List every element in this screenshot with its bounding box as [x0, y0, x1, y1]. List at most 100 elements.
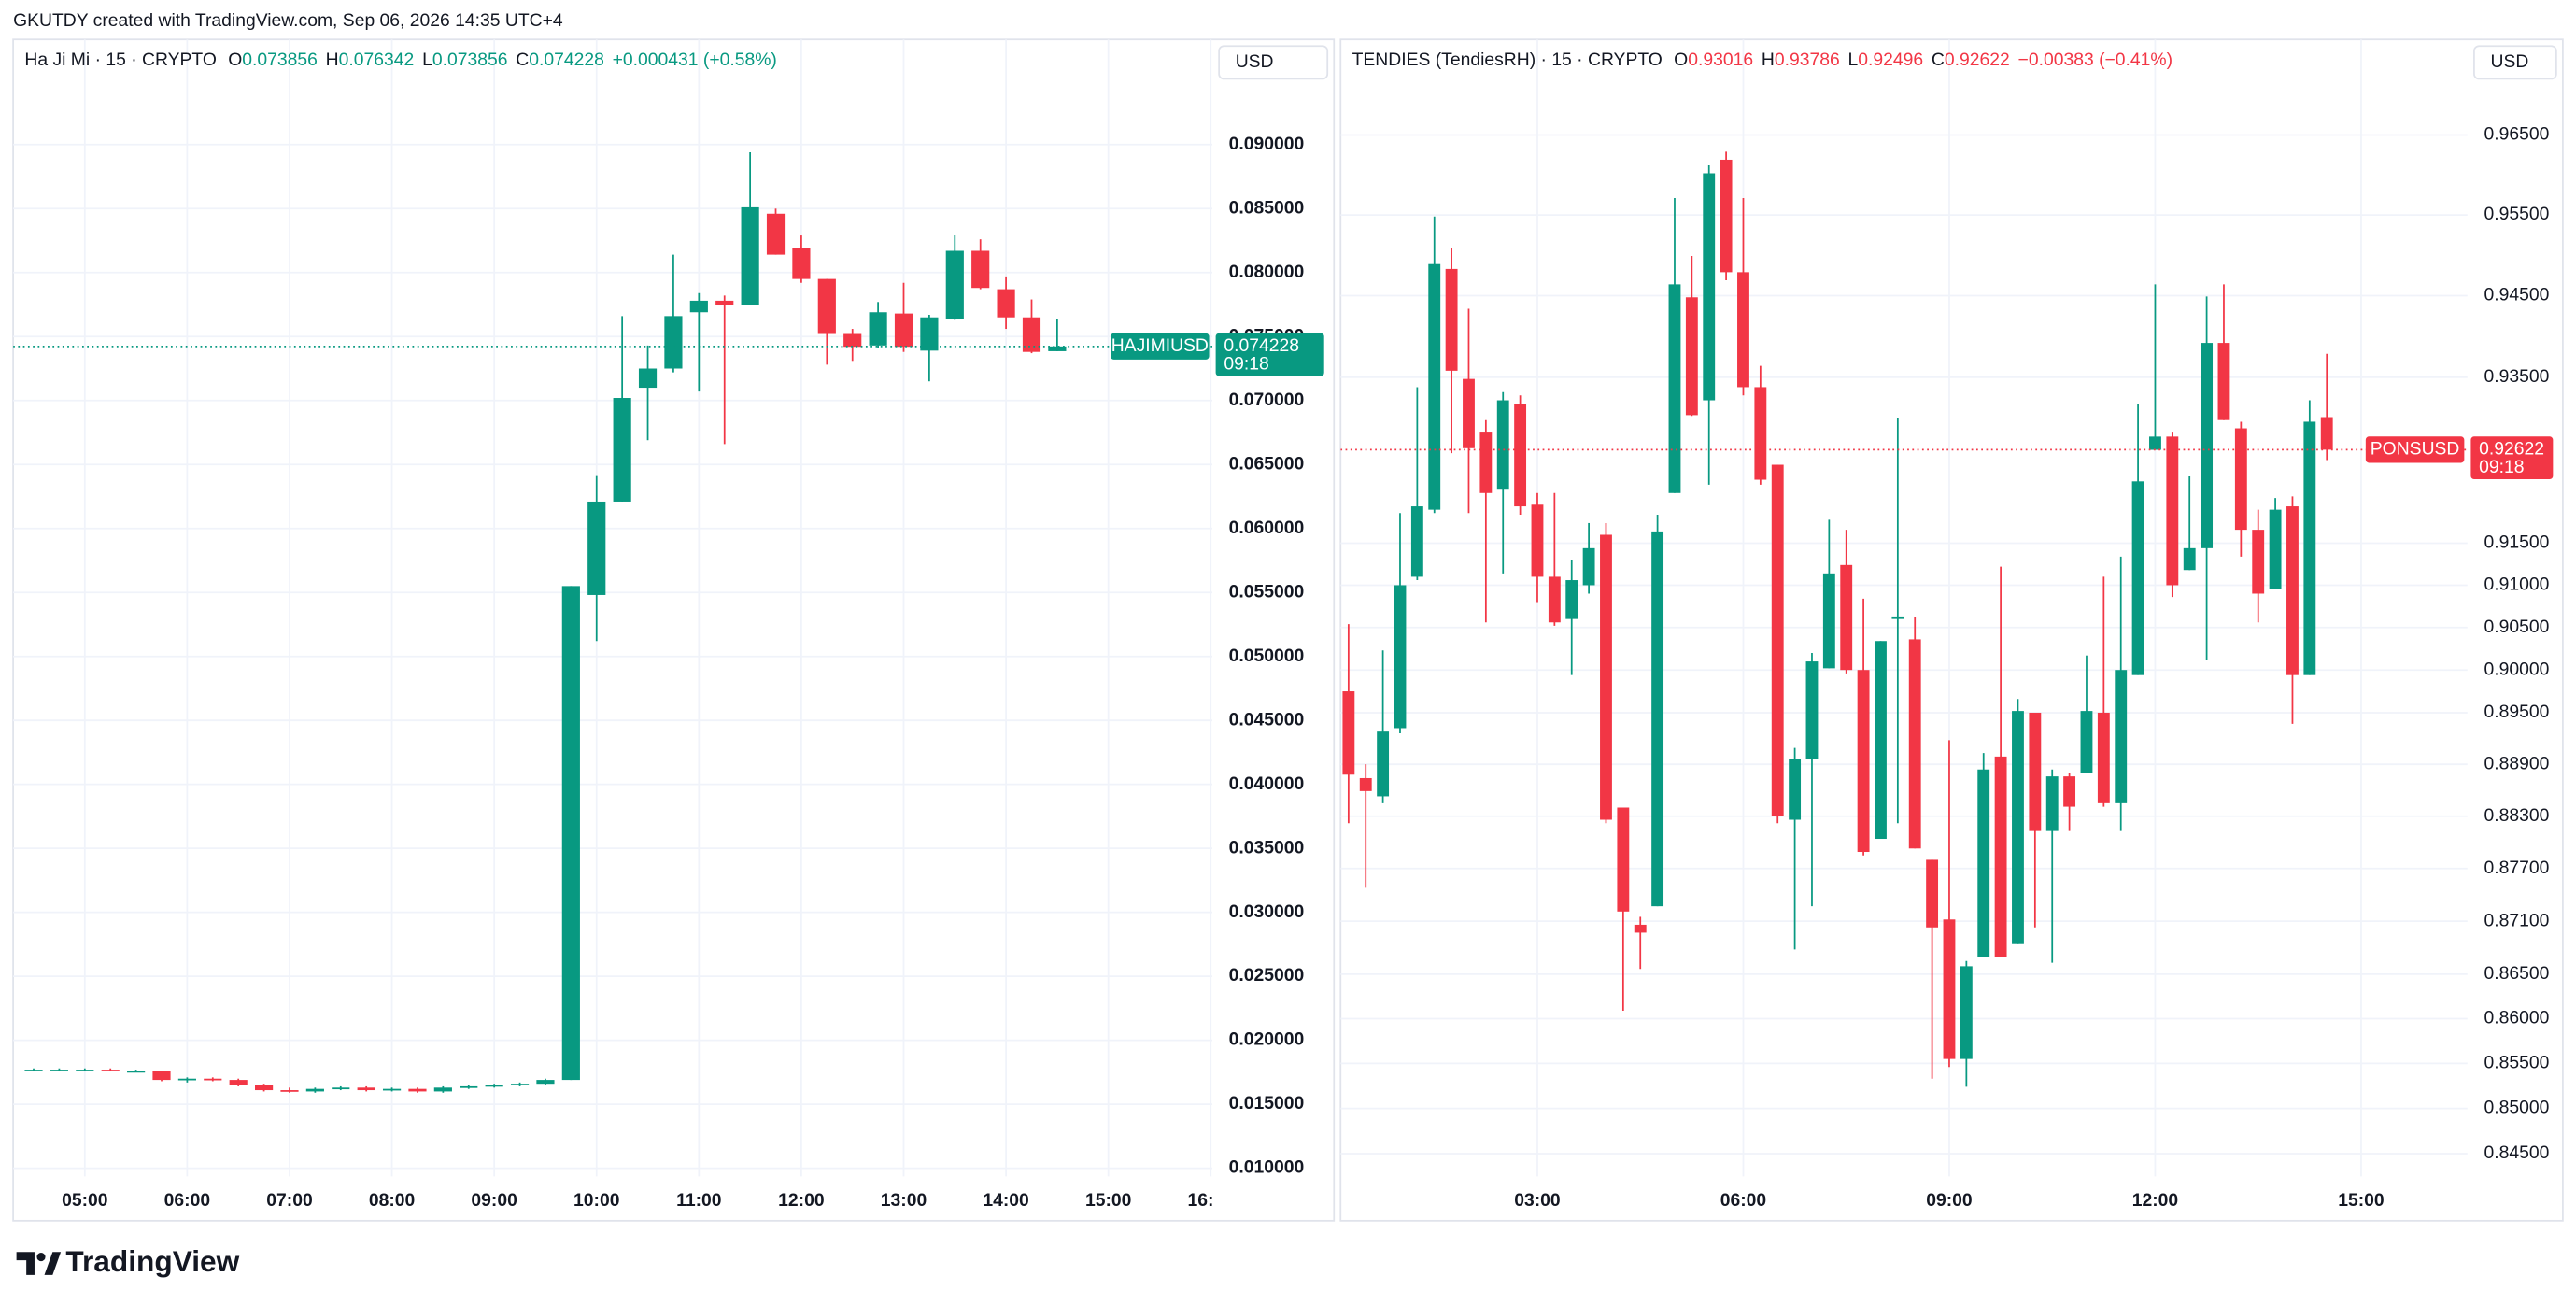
y-tick-label: 0.070000 [1229, 390, 1305, 410]
candle-body [1410, 506, 1423, 577]
candle-body [1496, 400, 1509, 490]
candle-body [1737, 272, 1749, 388]
candle-body [1651, 531, 1664, 907]
candle-body [485, 1085, 503, 1087]
x-tick-label: 16:00 [1188, 1190, 1234, 1211]
x-tick-label: 12:00 [2132, 1190, 2178, 1211]
x-tick-label: 07:00 [266, 1190, 312, 1211]
countdown: 09:18 [1224, 353, 1268, 374]
price-label-box [1215, 333, 1324, 376]
candle-body [2320, 417, 2333, 450]
candle-body [1891, 616, 1904, 619]
ohlc-value: 0.076342 [339, 50, 415, 70]
candle-body [2201, 343, 2214, 548]
candle-body [2080, 711, 2093, 773]
y-tick-label: 0.030000 [1229, 901, 1305, 922]
candle-body [127, 1071, 146, 1073]
chart-pane: 0.84500 0.85000 0.85500 0.86000 0.86500 0.871… [1339, 38, 2564, 1222]
y-tick-label: 0.94500 [2484, 285, 2549, 305]
candle-body [50, 1070, 69, 1071]
ohlc-value: 0.074228 [529, 50, 604, 70]
candle-body [638, 368, 658, 389]
candle-body [1531, 504, 1544, 577]
candle-body [587, 501, 606, 595]
candle-body [2097, 712, 2110, 803]
x-tick-label: 09:00 [471, 1190, 517, 1211]
candle-body [843, 333, 862, 348]
candle-body [1977, 769, 1990, 957]
candle-body [1994, 756, 2007, 957]
candle-body [305, 1088, 324, 1092]
candle-body [1394, 585, 1407, 729]
candle-body [2012, 711, 2024, 944]
ohlc-label: O [1674, 50, 1688, 70]
ohlc-value: 0.92496 [1858, 50, 1923, 70]
ohlc-label: L [422, 50, 432, 70]
candle-body [408, 1088, 427, 1092]
candle-body [76, 1070, 94, 1071]
x-tick-label: 15:00 [2338, 1190, 2384, 1211]
x-tick-label: 03:00 [1514, 1190, 1560, 1211]
y-tick-label: 0.90000 [2484, 659, 2549, 679]
ohlc-value: 0.073856 [432, 50, 508, 70]
candle-body [613, 398, 631, 502]
candle-body [1943, 919, 1956, 1059]
candle-body [1617, 807, 1630, 912]
time-axis: 05:00 06:00 07:00 08:00 09:00 10:00 11:00 12:00… [62, 1190, 1234, 1211]
x-tick-label: 08:00 [369, 1190, 415, 1211]
candle-body [1377, 731, 1390, 797]
candle-body [1582, 547, 1595, 586]
y-tick-label: 0.025000 [1229, 965, 1305, 986]
ohlc-label: C [516, 50, 529, 70]
candle-body [2183, 547, 2196, 571]
y-tick-label: 0.055000 [1229, 581, 1305, 602]
currency-button [1218, 45, 1329, 80]
x-tick-label: 11:00 [676, 1190, 721, 1211]
chart-pane: 0.010000 0.015000 0.020000 0.025000 0.030000… [12, 38, 1336, 1222]
y-tick-label: 0.065000 [1229, 453, 1305, 474]
candle-body [1771, 464, 1784, 816]
y-tick-label: 0.90500 [2484, 617, 2549, 637]
candle-body [1926, 859, 1939, 928]
y-tick-label: 0.040000 [1229, 773, 1305, 794]
price-label-box [2470, 436, 2554, 480]
candle-body [561, 586, 580, 1081]
candle-body [152, 1071, 171, 1081]
candle-body [460, 1085, 478, 1088]
candle-body [177, 1078, 196, 1081]
time-axis: 03:00 06:00 09:00 12:00 15:00 [1514, 1190, 2384, 1211]
candle-body [1548, 576, 1561, 623]
candle-body [1720, 159, 1733, 273]
candle-body [1428, 263, 1441, 510]
x-tick-label: 15:00 [1085, 1190, 1131, 1211]
y-tick-label: 0.91500 [2484, 532, 2549, 553]
y-tick-label: 0.88300 [2484, 805, 2549, 826]
x-tick-label: 13:00 [881, 1190, 927, 1211]
candle-body [101, 1070, 120, 1071]
candle-body [1805, 661, 1819, 759]
candle-body [2234, 428, 2247, 531]
y-tick-label: 0.090000 [1229, 134, 1305, 154]
candle-body [1857, 670, 1870, 853]
y-tick-label: 0.85000 [2484, 1098, 2549, 1118]
candle-body [971, 250, 990, 289]
candle-body [357, 1087, 375, 1091]
ohlc-value: 0.93016 [1688, 50, 1753, 70]
candle-body [1789, 759, 1802, 820]
candle-body [1668, 284, 1681, 493]
ohlc-label: O [228, 50, 242, 70]
candle-body [1908, 639, 1921, 849]
currency: USD [2491, 51, 2529, 72]
y-tick-label: 0.035000 [1229, 837, 1305, 858]
candle-body [715, 300, 734, 305]
candle-body [2131, 481, 2144, 675]
change: +0.000431 (+0.58%) [613, 50, 777, 70]
y-tick-label: 0.89500 [2484, 702, 2549, 722]
ohlc-label: C [1932, 50, 1945, 70]
candle-body [1022, 317, 1041, 352]
candle-body [792, 248, 811, 279]
x-tick-label: 06:00 [164, 1190, 210, 1211]
currency: USD [1236, 51, 1274, 72]
candle-body [1445, 268, 1458, 371]
